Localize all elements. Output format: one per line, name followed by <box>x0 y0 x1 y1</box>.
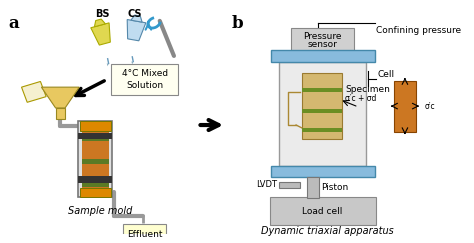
FancyBboxPatch shape <box>82 125 109 193</box>
Text: Confining pressure: Confining pressure <box>375 26 461 35</box>
Polygon shape <box>55 108 65 119</box>
FancyBboxPatch shape <box>279 182 300 188</box>
Polygon shape <box>107 63 109 66</box>
FancyBboxPatch shape <box>78 133 112 139</box>
Polygon shape <box>91 23 110 45</box>
FancyBboxPatch shape <box>279 61 366 166</box>
Text: Cell: Cell <box>377 70 394 79</box>
FancyBboxPatch shape <box>82 159 109 164</box>
FancyBboxPatch shape <box>393 80 416 132</box>
Text: Pressure: Pressure <box>303 32 342 41</box>
FancyBboxPatch shape <box>302 73 341 139</box>
FancyBboxPatch shape <box>82 136 109 141</box>
Polygon shape <box>94 19 105 27</box>
Polygon shape <box>41 87 79 108</box>
FancyBboxPatch shape <box>111 64 178 95</box>
Text: Piston: Piston <box>321 183 348 192</box>
FancyBboxPatch shape <box>292 28 354 51</box>
Text: 4°C Mixed
Solution: 4°C Mixed Solution <box>121 69 168 90</box>
FancyBboxPatch shape <box>82 182 109 187</box>
Text: a: a <box>8 15 19 32</box>
Text: Effluent: Effluent <box>127 230 162 239</box>
FancyBboxPatch shape <box>78 121 112 197</box>
Text: b: b <box>232 15 243 32</box>
FancyBboxPatch shape <box>271 50 374 61</box>
FancyBboxPatch shape <box>80 188 110 197</box>
Text: Dynamic triaxial apparatus: Dynamic triaxial apparatus <box>261 226 394 236</box>
FancyBboxPatch shape <box>78 176 112 183</box>
Text: Load cell: Load cell <box>302 207 343 216</box>
Text: BS: BS <box>95 9 109 19</box>
FancyBboxPatch shape <box>302 109 341 113</box>
Text: σ′c + σd: σ′c + σd <box>345 94 377 103</box>
Polygon shape <box>127 19 146 41</box>
FancyBboxPatch shape <box>308 177 319 198</box>
FancyBboxPatch shape <box>123 225 166 243</box>
Text: Specimen: Specimen <box>345 85 390 94</box>
FancyBboxPatch shape <box>302 88 341 92</box>
Text: sensor: sensor <box>308 40 337 49</box>
Text: σ′c: σ′c <box>425 102 436 111</box>
Polygon shape <box>131 15 142 22</box>
FancyBboxPatch shape <box>270 197 375 225</box>
Text: CS: CS <box>128 9 142 19</box>
Text: LVDT: LVDT <box>256 180 277 189</box>
FancyBboxPatch shape <box>271 166 374 177</box>
Polygon shape <box>21 81 46 102</box>
Text: Sample mold: Sample mold <box>68 206 132 216</box>
FancyBboxPatch shape <box>302 128 341 132</box>
Polygon shape <box>131 61 133 64</box>
FancyBboxPatch shape <box>80 121 110 131</box>
